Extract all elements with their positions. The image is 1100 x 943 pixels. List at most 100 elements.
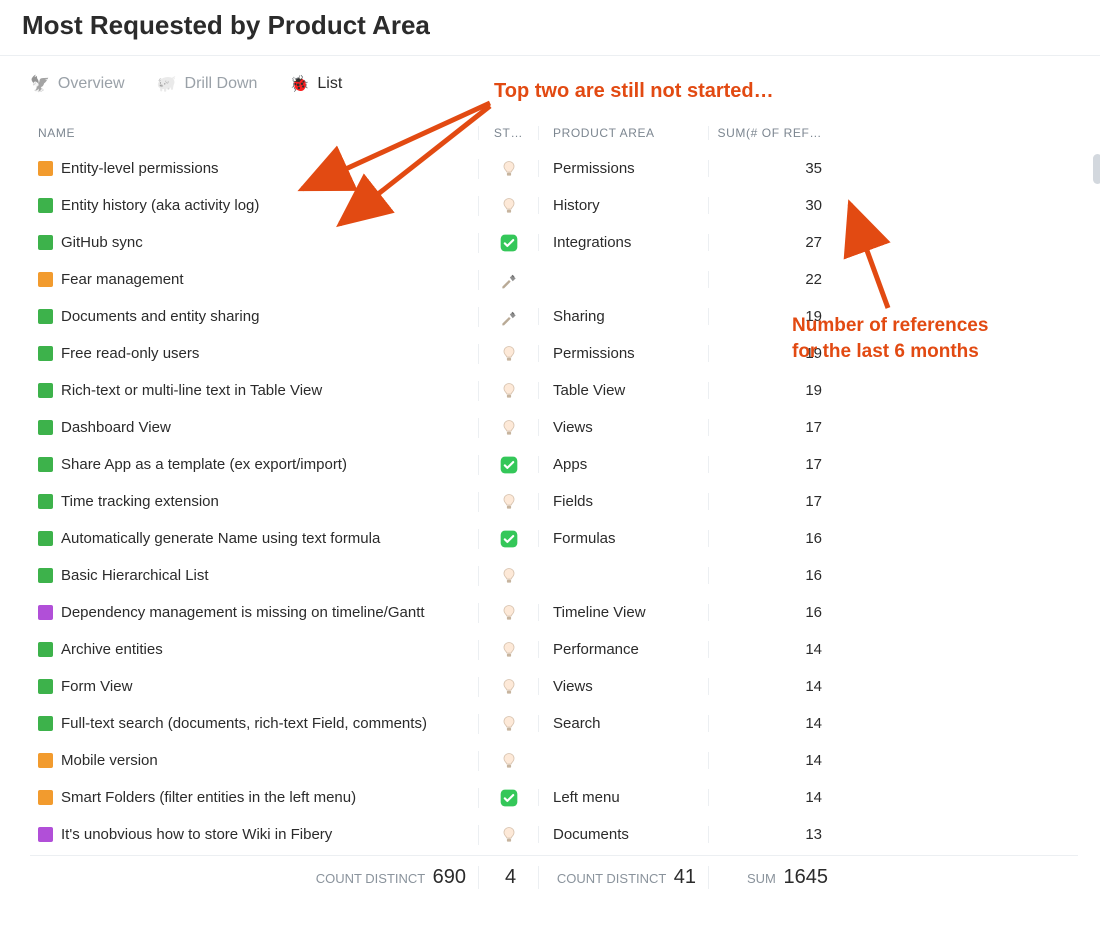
footer-area: COUNT DISTINCT 41	[538, 866, 708, 889]
table-row[interactable]: Documents and entity sharingSharing19	[30, 298, 1078, 335]
cell-status	[478, 677, 538, 697]
cell-name: Dashboard View	[30, 419, 478, 436]
cell-product-area: Fields	[538, 493, 708, 510]
footer-name-label: COUNT DISTINCT	[316, 871, 425, 886]
cell-name: GitHub sync	[30, 234, 478, 251]
tab-list[interactable]: 🐞List	[289, 74, 342, 94]
tab-list-label: List	[317, 75, 342, 93]
vertical-scrollbar-thumb[interactable]	[1093, 154, 1100, 184]
tab-overview[interactable]: 🦅Overview	[30, 74, 125, 94]
table-row[interactable]: Dependency management is missing on time…	[30, 594, 1078, 631]
lightbulb-icon	[499, 344, 519, 364]
footer-area-label: COUNT DISTINCT	[557, 871, 666, 886]
table-row[interactable]: Smart Folders (filter entities in the le…	[30, 779, 1078, 816]
cell-ref-count: 17	[708, 419, 836, 436]
table-row[interactable]: GitHub syncIntegrations27	[30, 224, 1078, 261]
cell-product-area: Apps	[538, 456, 708, 473]
table-row[interactable]: It's unobvious how to store Wiki in Fibe…	[30, 816, 1078, 853]
table-row[interactable]: Basic Hierarchical List16	[30, 557, 1078, 594]
table-row[interactable]: Automatically generate Name using text f…	[30, 520, 1078, 557]
item-name: Share App as a template (ex export/impor…	[61, 456, 347, 473]
cell-ref-count: 13	[708, 826, 836, 843]
table-row[interactable]: Entity-level permissionsPermissions35	[30, 150, 1078, 187]
cell-ref-count: 17	[708, 456, 836, 473]
cell-name: Smart Folders (filter entities in the le…	[30, 789, 478, 806]
cell-status	[478, 418, 538, 438]
category-swatch	[38, 531, 53, 546]
table-row[interactable]: Share App as a template (ex export/impor…	[30, 446, 1078, 483]
cell-status	[478, 307, 538, 327]
hammer-icon	[499, 307, 519, 327]
column-header-status[interactable]: ST…	[478, 126, 538, 140]
cell-ref-count: 35	[708, 160, 836, 177]
cell-ref-count: 16	[708, 604, 836, 621]
lightbulb-icon	[499, 566, 519, 586]
tab-drilldown[interactable]: 🐖Drill Down	[157, 74, 258, 94]
table-row[interactable]: Time tracking extensionFields17	[30, 483, 1078, 520]
cell-status	[478, 603, 538, 623]
category-swatch	[38, 309, 53, 324]
table-row[interactable]: Fear management 22	[30, 261, 1078, 298]
cell-status	[478, 196, 538, 216]
cell-status	[478, 529, 538, 549]
footer-ref: SUM 1645	[708, 866, 836, 889]
cell-name: Form View	[30, 678, 478, 695]
cell-name: Fear management	[30, 271, 478, 288]
category-swatch	[38, 753, 53, 768]
lightbulb-icon	[499, 492, 519, 512]
lightbulb-icon	[499, 381, 519, 401]
lightbulb-icon	[499, 714, 519, 734]
table-row[interactable]: Rich-text or multi-line text in Table Vi…	[30, 372, 1078, 409]
cell-ref-count: 19	[708, 345, 836, 362]
cell-name: It's unobvious how to store Wiki in Fibe…	[30, 826, 478, 843]
hammer-icon	[499, 270, 519, 290]
cell-name: Dependency management is missing on time…	[30, 604, 478, 621]
cell-product-area: Views	[538, 419, 708, 436]
view-tabs: 🦅Overview 🐖Drill Down 🐞List	[0, 56, 1100, 112]
cell-status	[478, 233, 538, 253]
cell-product-area: Sharing	[538, 308, 708, 325]
item-name: Fear management	[61, 271, 184, 288]
column-header-ref[interactable]: SUM(# OF REF…	[708, 126, 836, 140]
column-header-area[interactable]: PRODUCT AREA	[538, 126, 708, 140]
item-name: GitHub sync	[61, 234, 143, 251]
cell-product-area: Formulas	[538, 530, 708, 547]
table-row[interactable]: Entity history (aka activity log)History…	[30, 187, 1078, 224]
cell-ref-count: 22	[708, 271, 836, 288]
category-swatch	[38, 790, 53, 805]
item-name: Full-text search (documents, rich-text F…	[61, 715, 427, 732]
cell-product-area: Left menu	[538, 789, 708, 806]
category-swatch	[38, 642, 53, 657]
table-row[interactable]: Mobile version14	[30, 742, 1078, 779]
check-icon	[499, 788, 519, 808]
cell-status	[478, 344, 538, 364]
cell-status	[478, 159, 538, 179]
cell-name: Mobile version	[30, 752, 478, 769]
cell-status	[478, 825, 538, 845]
cell-ref-count: 14	[708, 715, 836, 732]
footer-status-value: 4	[505, 866, 516, 888]
item-name: Archive entities	[61, 641, 163, 658]
lightbulb-icon	[499, 751, 519, 771]
table-row[interactable]: Full-text search (documents, rich-text F…	[30, 705, 1078, 742]
category-swatch	[38, 198, 53, 213]
cell-ref-count: 17	[708, 493, 836, 510]
category-swatch	[38, 235, 53, 250]
table-row[interactable]: Archive entitiesPerformance14	[30, 631, 1078, 668]
category-swatch	[38, 679, 53, 694]
cell-product-area: Permissions	[538, 345, 708, 362]
table-row[interactable]: Form ViewViews14	[30, 668, 1078, 705]
item-name: Form View	[61, 678, 132, 695]
cell-status	[478, 381, 538, 401]
cell-name: Entity-level permissions	[30, 160, 478, 177]
category-swatch	[38, 161, 53, 176]
footer-ref-label: SUM	[747, 871, 776, 886]
table-row[interactable]: Dashboard View Views17	[30, 409, 1078, 446]
cell-status	[478, 566, 538, 586]
table-row[interactable]: Free read-only usersPermissions19	[30, 335, 1078, 372]
cell-status	[478, 640, 538, 660]
cell-status	[478, 751, 538, 771]
cell-product-area: Documents	[538, 826, 708, 843]
column-header-name[interactable]: NAME	[30, 126, 478, 140]
cell-name: Documents and entity sharing	[30, 308, 478, 325]
